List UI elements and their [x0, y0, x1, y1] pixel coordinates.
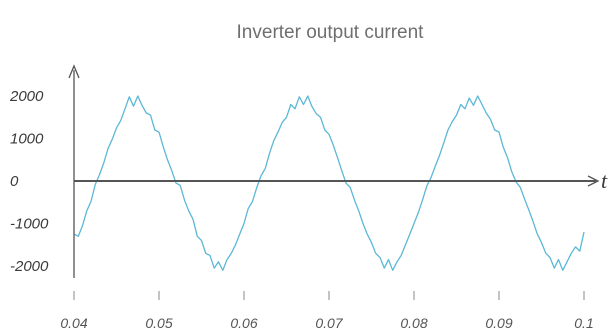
y-axis-arrow: [68, 64, 80, 79]
x-tick-label: 0.06: [230, 315, 257, 331]
x-axis-ticks: 0.04 0.05 0.06 0.07 0.08 0.09 0.1: [60, 291, 594, 331]
x-tick-label: 0.1: [574, 315, 593, 331]
x-tick-label: 0.04: [60, 315, 87, 331]
y-tick-label: 2000: [9, 88, 44, 105]
y-tick-label: 0: [10, 173, 19, 190]
axes: [68, 64, 600, 278]
y-tick-label: 1000: [10, 131, 44, 148]
y-axis-ticks: 2000 1000 0 -1000 -2000: [9, 88, 49, 275]
x-axis-arrow: [587, 175, 600, 187]
x-tick-label: 0.05: [145, 315, 172, 331]
x-tick-label: 0.07: [315, 315, 343, 331]
x-tick-label: 0.08: [400, 315, 427, 331]
x-axis-label: t: [601, 168, 608, 193]
series-line: [73, 95, 585, 271]
chart-title: Inverter output current: [237, 22, 425, 43]
y-tick-label: -1000: [10, 216, 49, 233]
y-tick-label: -2000: [10, 258, 49, 275]
x-tick-label: 0.09: [485, 315, 512, 331]
series-group: [73, 95, 585, 271]
